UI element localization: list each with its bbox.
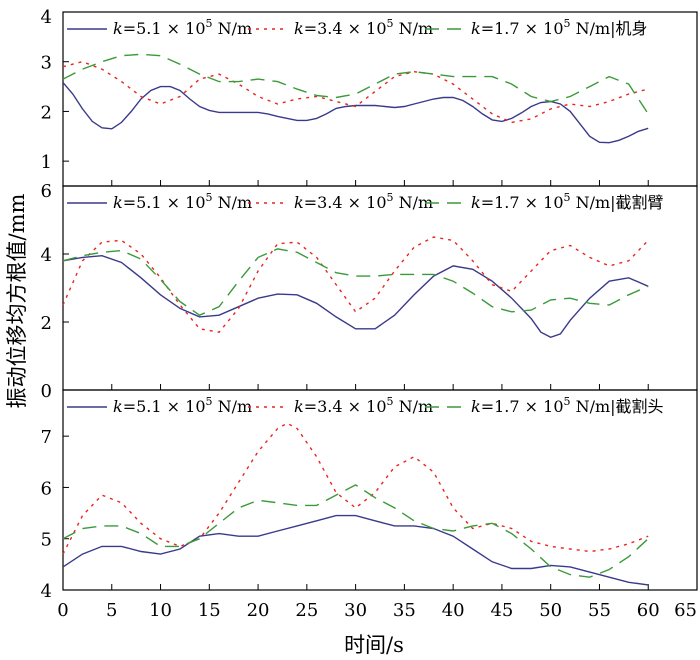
y-tick-label: 3 xyxy=(41,53,52,74)
legend-label-k51: k=5.1 × 105 N/m xyxy=(113,17,252,38)
x-tick-label: 60 xyxy=(637,600,660,621)
y-tick-label: 2 xyxy=(41,102,52,123)
legend-label-k17: k=1.7 × 105 N/m|机身 xyxy=(471,17,648,38)
x-tick-label: 15 xyxy=(198,600,221,621)
series-line-k51 xyxy=(62,82,649,144)
y-tick-label: 4 xyxy=(41,245,52,266)
panel-frame xyxy=(62,11,698,187)
x-tick-label: 20 xyxy=(247,600,270,621)
series-line-k17 xyxy=(62,484,649,578)
y-tick-label: 4 xyxy=(41,7,52,28)
legend-label-k17: k=1.7 × 105 N/m|截割臂 xyxy=(471,191,664,212)
y-tick-label: 0 xyxy=(41,381,52,402)
y-tick-label: 6 xyxy=(41,478,52,499)
x-tick-label: 25 xyxy=(295,600,318,621)
panel-2: 0 2 4 6 k=5.1 × 105 N/m k=3.4 × 105 N/m k=1.7 … xyxy=(41,181,698,402)
legend-label-k51: k=5.1 × 105 N/m xyxy=(113,395,252,416)
x-tick-label: 40 xyxy=(442,600,465,621)
y-tick-label: 5 xyxy=(41,530,52,551)
y-tick-label: 1 xyxy=(41,152,52,173)
legend-label-k34: k=3.4 × 105 N/m xyxy=(294,191,433,212)
y-tick-label: 4 xyxy=(41,581,52,602)
series-line-k51 xyxy=(62,254,649,339)
x-tick-label: 30 xyxy=(344,600,367,621)
series-line-k17 xyxy=(62,53,649,115)
series-line-k34 xyxy=(62,236,649,333)
y-tick-label: 6 xyxy=(41,181,52,202)
x-tick-label: 50 xyxy=(539,600,562,621)
x-tick-label: 10 xyxy=(149,600,172,621)
legend-label-k34: k=3.4 × 105 N/m xyxy=(294,395,433,416)
y-tick-label: 2 xyxy=(41,313,52,334)
x-tick-label: 65 xyxy=(674,600,697,621)
legend-label-k17: k=1.7 × 105 N/m|截割头 xyxy=(471,395,664,416)
x-tick-label: 5 xyxy=(106,600,117,621)
panel-frame xyxy=(62,389,698,591)
x-tick-label: 55 xyxy=(588,600,611,621)
x-tick-label: 0 xyxy=(57,600,68,621)
series-line-k17 xyxy=(62,248,649,316)
x-tick-label: 45 xyxy=(490,600,513,621)
y-axis-label: 振动位移均方根值/mm xyxy=(5,193,29,408)
panel-3: 4 5 6 7 k=5.1 × 105 N/m k=3.4 × 105 N/m k=1.7 … xyxy=(41,389,698,602)
series-line-k34 xyxy=(62,60,649,124)
series-line-k34 xyxy=(62,422,649,555)
y-tick-label: 7 xyxy=(41,427,52,448)
panel-1: 1 2 3 4 k=5.1 × 105 N/m k=3.4 × 105 N/m k=1.7 … xyxy=(41,7,698,187)
x-axis-label: 时间/s xyxy=(344,633,404,657)
series-line-k51 xyxy=(62,514,649,586)
x-tick-label: 35 xyxy=(393,600,416,621)
legend-label-k51: k=5.1 × 105 N/m xyxy=(113,191,252,212)
legend-label-k34: k=3.4 × 105 N/m xyxy=(294,17,433,38)
